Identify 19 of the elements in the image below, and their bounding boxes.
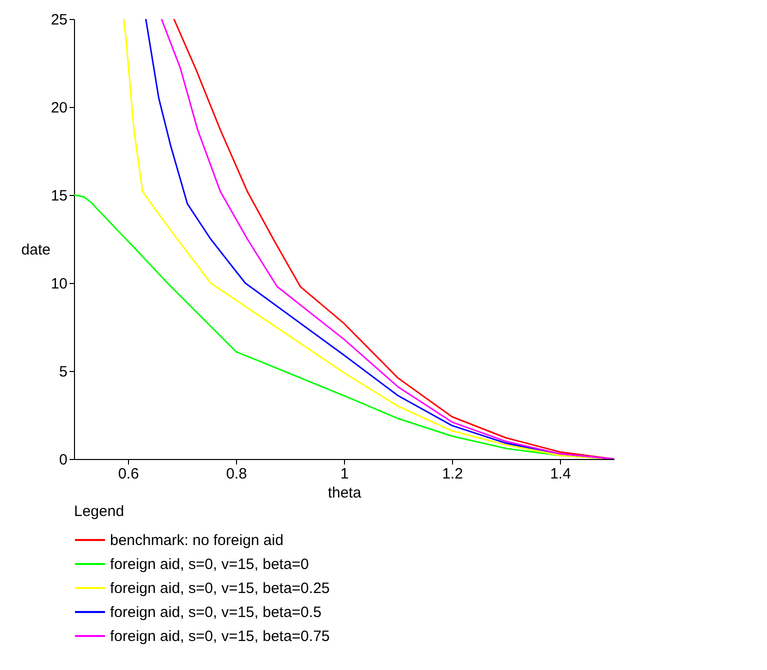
legend-label: foreign aid, s=0, v=15, beta=0.5 <box>110 604 322 621</box>
x-tick-label: 1.2 <box>442 466 463 482</box>
y-tick-label: 25 <box>50 12 68 28</box>
legend-label: foreign aid, s=0, v=15, beta=0 <box>110 556 309 573</box>
y-tick-label: 20 <box>50 100 68 116</box>
x-tick-label: 1.4 <box>550 466 571 482</box>
y-tick-label: 5 <box>59 364 68 380</box>
legend-title: Legend <box>74 503 124 520</box>
x-tick-label: 1 <box>340 466 349 482</box>
legend-label: foreign aid, s=0, v=15, beta=0.75 <box>110 628 330 645</box>
legend-label: benchmark: no foreign aid <box>110 532 284 549</box>
x-tick-label: 0.6 <box>118 466 139 482</box>
x-axis-title: theta <box>328 484 362 502</box>
y-tick-label: 10 <box>50 276 68 292</box>
y-axis-title: date <box>21 242 50 258</box>
legend-label: foreign aid, s=0, v=15, beta=0.25 <box>110 580 330 597</box>
x-tick-label: 0.8 <box>226 466 247 482</box>
y-tick-label: 0 <box>59 452 68 468</box>
y-tick-label: 15 <box>50 188 68 204</box>
